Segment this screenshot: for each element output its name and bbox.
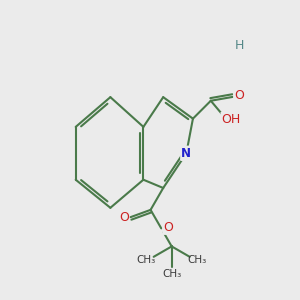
Text: O: O bbox=[163, 221, 173, 234]
Text: CH₃: CH₃ bbox=[162, 269, 181, 279]
Text: OH: OH bbox=[221, 112, 240, 126]
Text: O: O bbox=[234, 89, 244, 102]
Text: N: N bbox=[181, 147, 191, 160]
Text: H: H bbox=[235, 40, 244, 52]
Text: CH₃: CH₃ bbox=[136, 255, 156, 265]
Text: O: O bbox=[119, 211, 129, 224]
Text: CH₃: CH₃ bbox=[188, 255, 207, 265]
